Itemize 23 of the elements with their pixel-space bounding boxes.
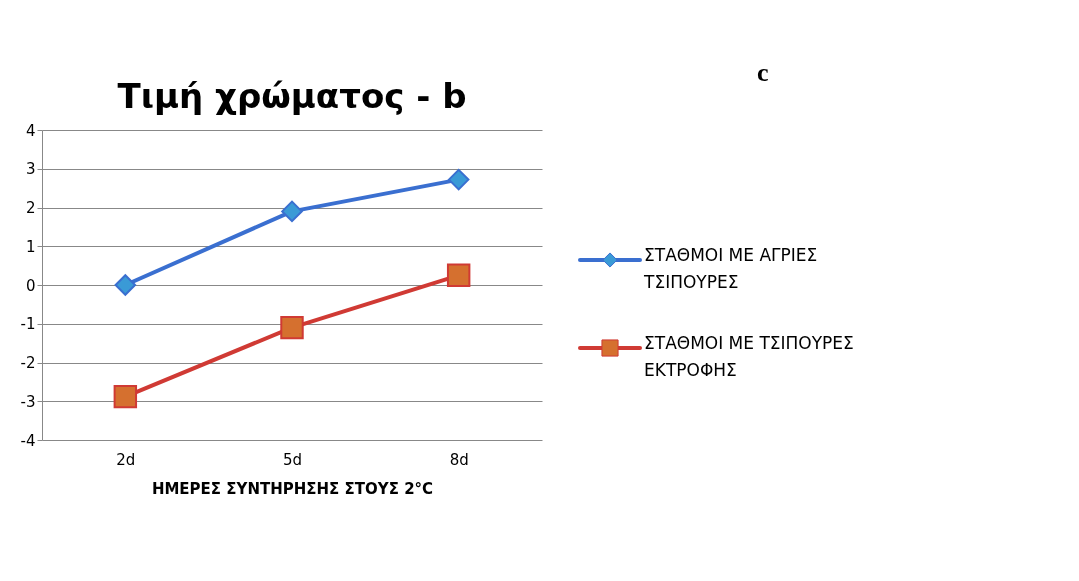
point: [114, 274, 137, 296]
y-tick-label: -2: [20, 354, 36, 372]
legend-label: ΣΤΑΘΜΟΙ ΜΕ ΤΣΙΠΟΥΡΕΣ ΕΚΤΡΟΦΗΣ: [644, 333, 854, 380]
point: [280, 315, 304, 340]
x-tick-label: 2d: [116, 450, 136, 469]
text: c: [757, 58, 769, 87]
x-axis-title: ΗΜΕΡΕΣ ΣΥΝΤΗΡΗΣΗΣ ΣΤΟΥΣ 2°C: [151, 479, 434, 498]
x-tick-label: 8d: [449, 450, 469, 469]
y-tick-label: 2: [25, 199, 36, 217]
point: [446, 263, 471, 288]
point: [447, 168, 470, 191]
y-tick-label: -1: [20, 315, 36, 334]
chart-title: Τιμή χρώματος - b: [117, 76, 467, 116]
y-tick-label: -4: [20, 431, 36, 450]
y-tick-label: -3: [20, 392, 36, 411]
y-tick-label: 4: [25, 121, 36, 140]
point: [281, 200, 303, 223]
y-tick-label: 0: [25, 276, 36, 295]
y-tick-label: 3: [25, 160, 36, 179]
legend-label: ΣΤΑΘΜΟΙ ΜΕ ΑΓΡΙΕΣ ΤΣΙΠΟΥΡΕΣ: [643, 245, 818, 292]
y-tick-label: 1: [25, 237, 36, 256]
x-tick-label: 5d: [282, 450, 303, 469]
point: [113, 384, 138, 409]
